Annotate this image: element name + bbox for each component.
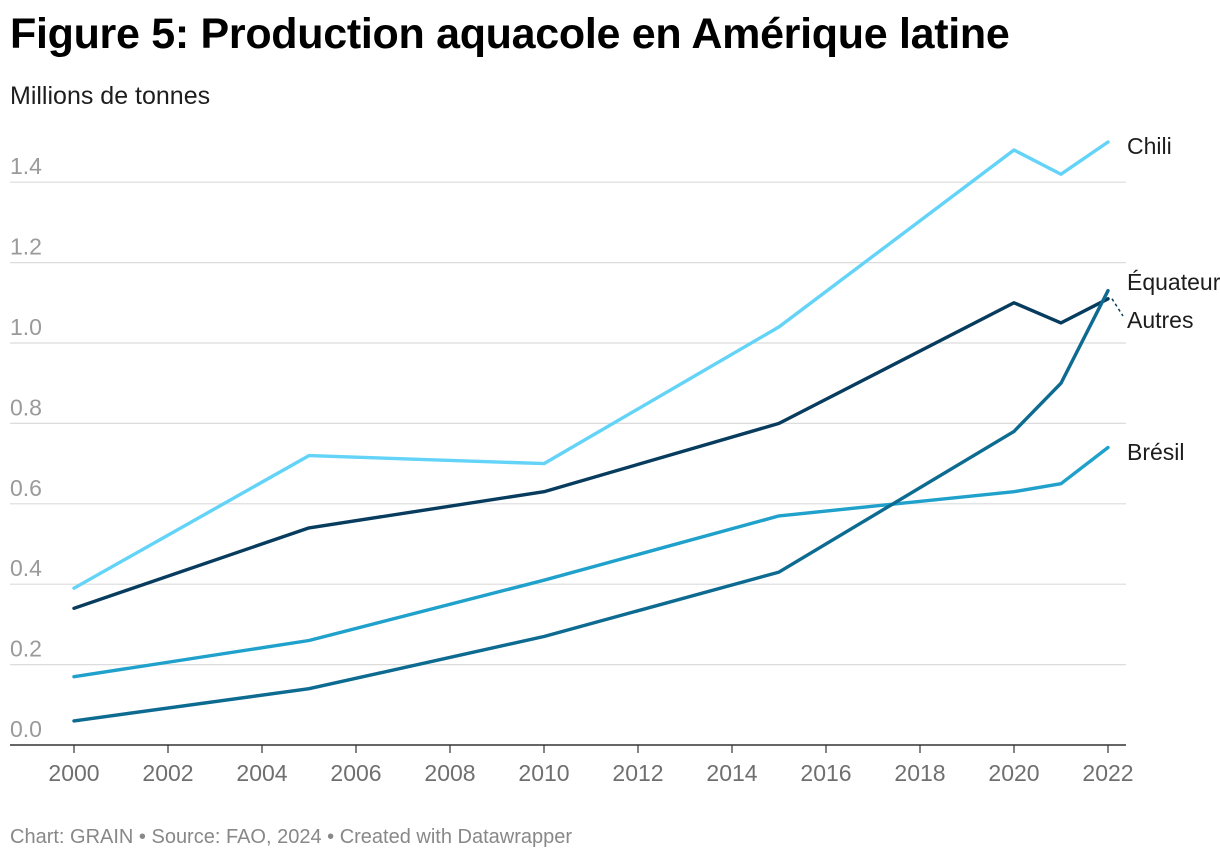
- x-tick-label: 2010: [518, 760, 569, 786]
- series-label: Autres: [1127, 307, 1193, 333]
- series-line-bresil: [72, 445, 1110, 679]
- y-tick-label: 1.0: [10, 314, 42, 340]
- series-label: Chili: [1127, 133, 1172, 159]
- chart-title: Figure 5: Production aquacole en Amériqu…: [10, 10, 1010, 58]
- y-tick-label: 0.0: [10, 716, 42, 742]
- y-tick-label: 1.4: [10, 153, 42, 179]
- x-tick-label: 2016: [800, 760, 851, 786]
- series-line-autres: [72, 297, 1110, 610]
- y-tick-label: 0.8: [10, 394, 42, 420]
- line-chart: 0.00.20.40.60.81.01.21.4 2000 2002 2004 200…: [10, 133, 1220, 786]
- y-axis: 0.0 0.2 0.4 0.6 0.8 1.0 1.2 1.4: [10, 153, 42, 742]
- series-label: Brésil: [1127, 439, 1185, 465]
- x-tick-label: 2014: [706, 760, 757, 786]
- y-tick-label: 0.2: [10, 636, 42, 662]
- y-tick-label: 0.6: [10, 475, 42, 501]
- chart-footer-credits: Chart: GRAIN • Source: FAO, 2024 • Creat…: [10, 826, 573, 848]
- x-tick-label: 2006: [330, 760, 381, 786]
- grid-lines: [10, 181, 1126, 666]
- x-tick-label: 2020: [988, 760, 1039, 786]
- y-tick-label: 1.2: [10, 234, 42, 260]
- label-connector: [1111, 298, 1124, 317]
- chart-subtitle: Millions de tonnes: [10, 82, 211, 110]
- x-tick-label: 2018: [894, 760, 945, 786]
- x-tick-label: 2008: [424, 760, 475, 786]
- x-tick-label: 2000: [48, 760, 99, 786]
- x-tick-label: 2004: [236, 760, 287, 786]
- x-tick-label: 2012: [612, 760, 663, 786]
- series-lines: [72, 140, 1110, 723]
- y-tick-label: 0.4: [10, 555, 42, 581]
- series-line-equateur: [72, 289, 1110, 723]
- x-tick-label: 2002: [142, 760, 193, 786]
- series-line-chili: [72, 140, 1110, 590]
- series-labels: Chili Autres Équateur Brésil: [1111, 133, 1220, 465]
- series-label: Équateur: [1127, 269, 1220, 295]
- x-tick-label: 2022: [1082, 760, 1133, 786]
- x-axis: 2000 2002 2004 2006 2008 2010 2012 2014 2016 2018…: [48, 745, 1134, 786]
